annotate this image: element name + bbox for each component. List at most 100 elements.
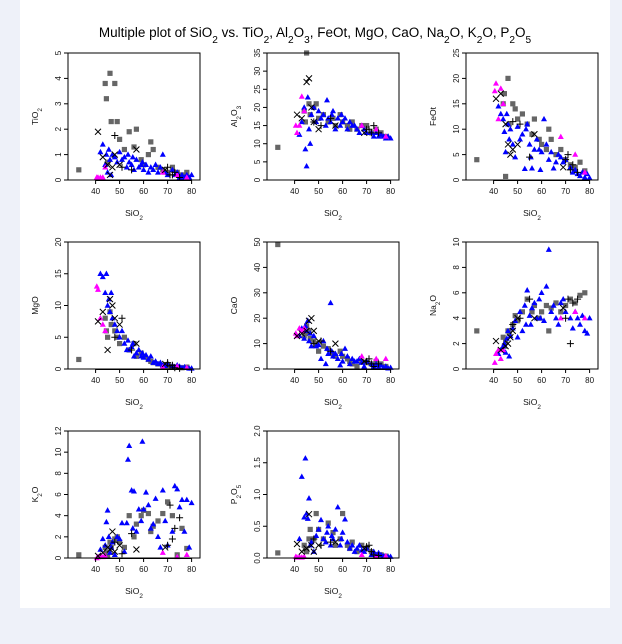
point-square	[138, 157, 144, 163]
point-triangle	[526, 141, 533, 147]
point-triangle	[322, 538, 329, 545]
point-triangle	[176, 504, 183, 510]
point-plus	[564, 151, 572, 159]
point-square	[105, 334, 111, 340]
point-square	[548, 136, 554, 142]
point-square	[553, 152, 559, 158]
point-triangle	[505, 327, 511, 334]
point-triangle	[315, 526, 322, 532]
point-cross	[116, 541, 123, 549]
point-plus	[569, 299, 577, 307]
point-square	[103, 550, 109, 556]
point-cross	[116, 321, 123, 328]
point-square	[138, 513, 144, 519]
point-plus	[562, 156, 570, 164]
point-square	[325, 119, 331, 125]
point-triangle	[358, 353, 365, 359]
point-triangle	[527, 321, 534, 327]
point-triangle	[162, 517, 169, 524]
point-triangle	[145, 501, 152, 508]
point-triangle	[99, 321, 106, 327]
point-triangle	[557, 153, 564, 160]
point-square	[577, 159, 583, 165]
point-triangle	[491, 87, 498, 94]
y-tick-label: 25	[452, 48, 461, 57]
x-axis-label: SiO2	[523, 208, 541, 222]
point-square	[337, 348, 343, 354]
point-triangle	[324, 96, 330, 103]
x-tick-label: 70	[163, 376, 172, 385]
point-square	[512, 106, 518, 112]
point-triangle	[538, 148, 545, 155]
point-cross	[531, 314, 538, 322]
y-tick-label: 20	[54, 237, 63, 246]
point-cross	[106, 295, 114, 303]
y-tick-label: 10	[253, 139, 262, 148]
point-square	[121, 334, 127, 340]
point-triangle	[99, 141, 106, 147]
point-triangle	[577, 321, 583, 327]
point-square	[332, 353, 338, 359]
point-triangle	[99, 535, 106, 542]
point-triangle	[126, 159, 133, 165]
y-tick-label: 10	[452, 237, 461, 246]
point-triangle	[543, 283, 550, 289]
point-triangle	[301, 514, 308, 520]
point-triangle	[298, 473, 305, 479]
point-square	[577, 292, 583, 298]
point-triangle	[307, 140, 314, 146]
point-triangle	[150, 166, 157, 173]
point-square	[582, 290, 588, 296]
point-square	[529, 131, 535, 137]
point-plus	[171, 524, 179, 532]
point-triangle	[361, 363, 368, 369]
point-square	[332, 542, 338, 548]
point-triangle	[512, 153, 519, 160]
point-plus	[128, 346, 136, 354]
point-square	[141, 162, 147, 168]
point-cross	[298, 548, 306, 556]
point-triangle	[306, 337, 312, 344]
point-square	[304, 549, 310, 555]
point-square	[320, 343, 326, 349]
y-tick-label: 15	[54, 269, 63, 278]
point-triangle	[354, 545, 360, 551]
x-axis-label: SiO2	[125, 208, 143, 222]
point-triangle	[103, 518, 110, 525]
point-cross	[109, 302, 116, 309]
point-triangle	[339, 358, 346, 364]
y-tick-label: 40	[253, 262, 262, 271]
point-plus	[317, 541, 325, 549]
point-cross	[305, 510, 313, 518]
point-plus	[327, 347, 335, 355]
point-triangle	[373, 355, 380, 362]
point-triangle	[119, 327, 125, 334]
point-triangle	[179, 496, 185, 502]
point-triangle	[569, 325, 576, 331]
point-plus	[370, 122, 378, 130]
point-cross	[305, 75, 313, 82]
point-triangle	[296, 325, 303, 331]
point-cross	[293, 111, 301, 119]
y-tick-label: 0	[452, 177, 461, 182]
x-axis-label: SiO2	[324, 208, 342, 222]
point-triangle	[553, 315, 559, 321]
point-square	[503, 173, 509, 180]
point-triangle	[121, 340, 128, 346]
y-tick-label: 1.5	[253, 457, 262, 469]
point-square	[531, 302, 537, 309]
point-triangle	[143, 351, 149, 358]
point-plus	[526, 153, 534, 161]
point-plus	[128, 530, 136, 538]
point-square	[302, 545, 308, 552]
x-tick-label: 40	[290, 565, 299, 574]
point-square	[76, 356, 82, 363]
y-tick-label: 0	[54, 177, 63, 182]
point-plus	[171, 168, 179, 176]
point-triangle	[133, 528, 140, 534]
y-tick-label: 30	[253, 66, 262, 75]
point-triangle	[523, 126, 529, 132]
point-triangle	[338, 111, 345, 117]
x-tick-label: 50	[314, 376, 323, 385]
